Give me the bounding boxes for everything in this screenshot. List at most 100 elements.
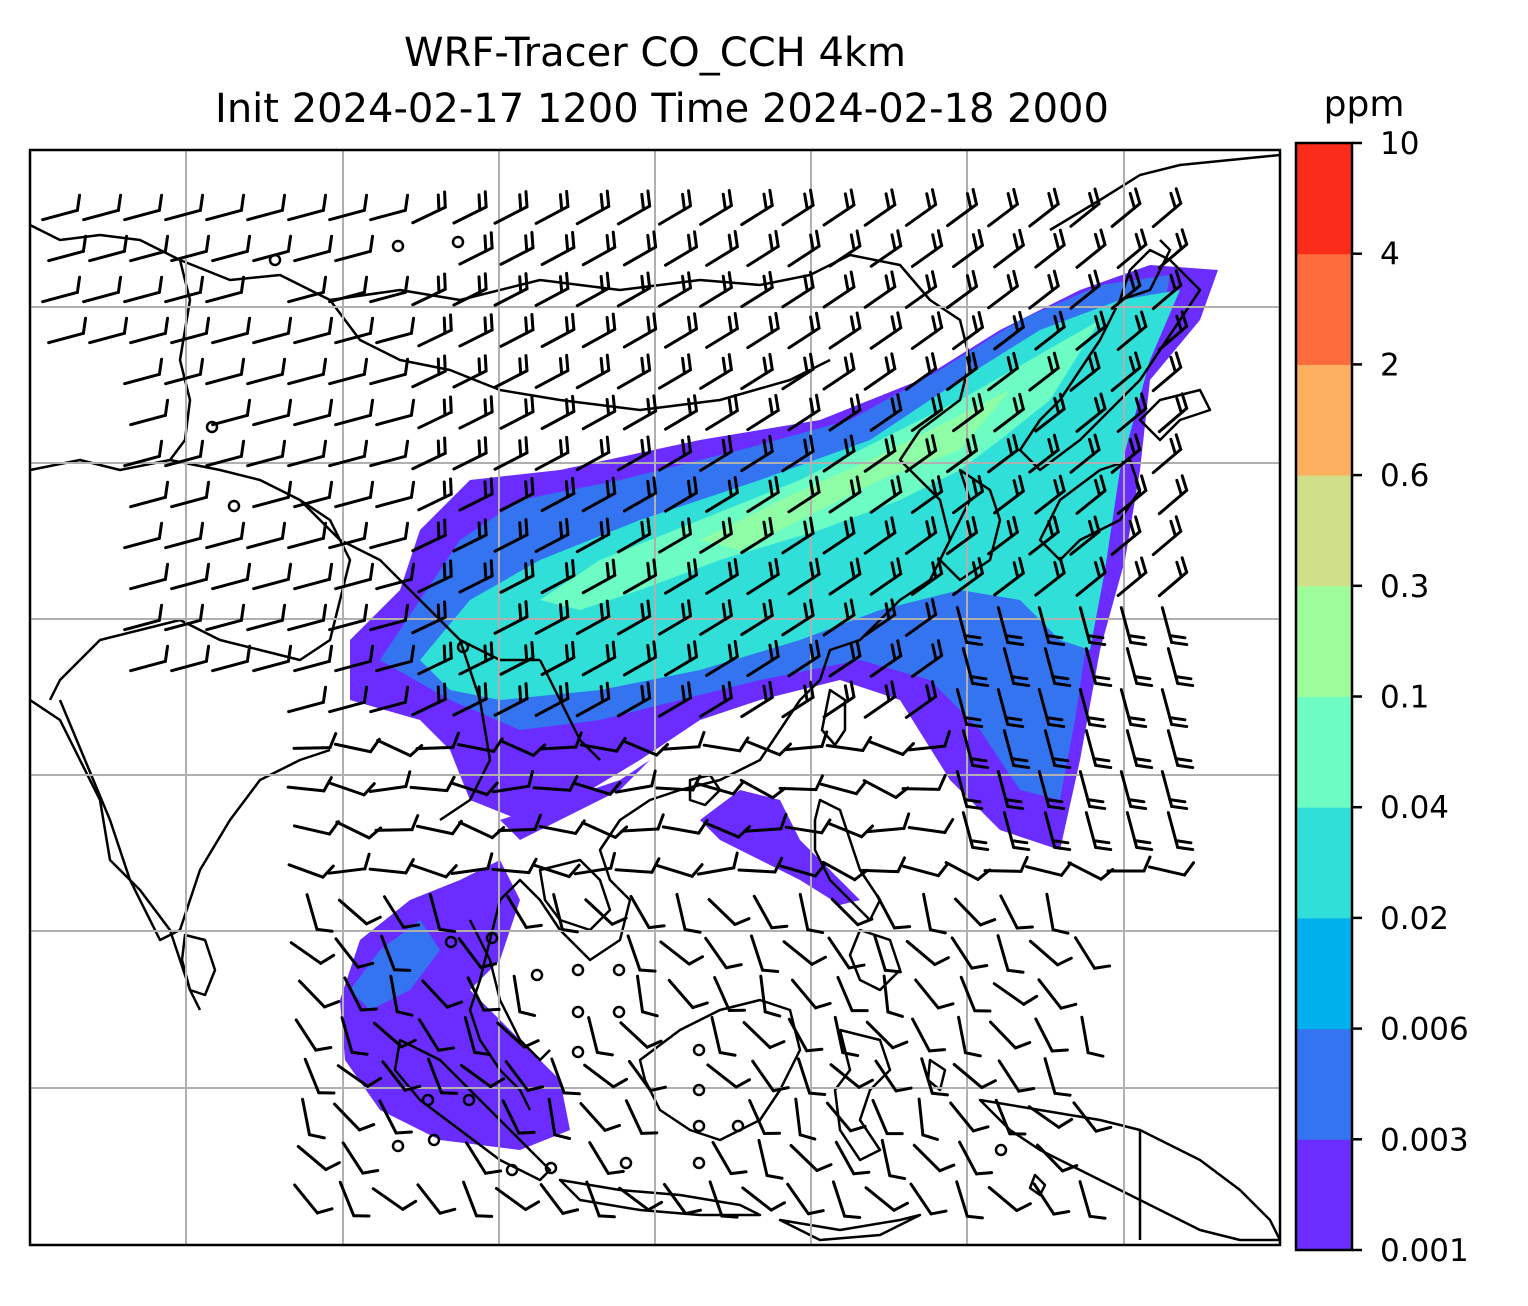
wind-barb-icon: [170, 644, 211, 673]
wind-barb-icon: [411, 682, 447, 717]
wind-barb-icon: [1034, 228, 1066, 269]
wind-barb-icon: [1080, 1015, 1105, 1058]
wind-barb-icon: [164, 603, 205, 632]
wind-barb-icon: [499, 395, 535, 430]
wind-barb-icon: [987, 1185, 1032, 1213]
colorbar-band: [1296, 253, 1352, 365]
colorbar-tick-label: 0.006: [1380, 1012, 1469, 1048]
wind-barb-icon: [293, 644, 334, 673]
wind-barb-icon: [1002, 811, 1031, 852]
wind-barb-icon: [1157, 228, 1189, 270]
calm-circle-icon: [571, 1045, 585, 1059]
wind-barb-icon: [996, 934, 1025, 974]
wind-barb-icon: [297, 979, 341, 1009]
wind-barb-icon: [452, 682, 488, 717]
wind-barb-icon: [622, 230, 658, 267]
wind-barb-icon: [375, 316, 416, 345]
wind-barb-icon: [287, 357, 328, 386]
wind-barb-icon: [697, 780, 745, 796]
wind-barb-icon: [289, 941, 336, 965]
wind-barb-icon: [374, 814, 420, 832]
wind-barb-icon: [787, 557, 821, 596]
wind-barb-icon: [287, 603, 328, 632]
wind-barb-icon: [904, 516, 938, 555]
wind-barb-icon: [1078, 1180, 1107, 1220]
wind-barb-icon: [1119, 606, 1148, 647]
wind-barb-icon: [959, 975, 992, 1013]
wind-barb-icon: [305, 893, 334, 933]
wind-barb-icon: [828, 229, 862, 268]
wind-barb-icon: [869, 475, 903, 514]
wind-barb-icon: [428, 893, 457, 934]
wind-barb-icon: [869, 311, 903, 350]
wind-barb-icon: [499, 739, 547, 757]
wind-barb-icon: [866, 812, 911, 834]
wind-barb-icon: [863, 188, 897, 227]
wind-barb-icon: [338, 1180, 371, 1218]
wind-barb-icon: [463, 1016, 492, 1057]
wind-barb-icon: [452, 436, 488, 471]
wind-barb-icon: [1119, 770, 1148, 811]
wind-barb-icon: [740, 516, 774, 555]
wind-barb-icon: [575, 271, 611, 308]
wind-barb-icon: [1072, 1101, 1113, 1133]
wind-barb-icon: [458, 559, 494, 594]
wind-barb-icon: [369, 439, 410, 468]
wind-barb-icon: [860, 856, 906, 874]
wind-barb-icon: [1032, 1182, 1071, 1216]
wind-barb-icon: [303, 1057, 336, 1095]
wind-barb-icon: [1166, 729, 1195, 770]
wind-barb-icon: [293, 1183, 334, 1215]
wind-barb-icon: [629, 894, 666, 930]
wind-barb-icon: [742, 1020, 786, 1050]
wind-barb-icon: [164, 439, 205, 468]
wind-barb-icon: [699, 599, 733, 636]
wind-barb-icon: [828, 557, 862, 596]
wind-barb-icon: [287, 439, 328, 468]
colorbar-band: [1296, 364, 1352, 476]
wind-barb-icon: [1043, 647, 1072, 688]
colorbar-tick-label: 0.3: [1380, 569, 1429, 605]
wind-barb-icon: [1084, 811, 1113, 852]
calm-circle-icon: [692, 1156, 706, 1170]
wind-barb-icon: [1034, 474, 1066, 515]
wind-barb-icon: [757, 1138, 784, 1180]
wind-barb-icon: [493, 354, 529, 389]
wind-barb-icon: [664, 476, 698, 513]
wind-barb-icon: [417, 559, 453, 594]
colorbar-band: [1296, 143, 1352, 255]
wind-barb-icon: [41, 193, 82, 222]
wind-barb-icon: [451, 781, 499, 797]
wind-barb-icon: [292, 732, 338, 750]
wind-barb-icon: [1160, 770, 1189, 811]
calm-circle-icon: [205, 420, 219, 434]
wind-barb-icon: [787, 229, 821, 268]
wind-barb-icon: [655, 774, 702, 792]
wind-barb-icon: [1084, 729, 1113, 770]
wind-barb-icon: [211, 644, 252, 673]
calm-circle-icon: [571, 1005, 585, 1019]
wind-barb-icon: [375, 480, 416, 509]
wind-barb-icon: [705, 394, 739, 431]
wind-barb-icon: [827, 936, 866, 970]
wind-barb-icon: [532, 775, 579, 792]
wind-barb-icon: [904, 188, 938, 227]
wind-barb-icon: [1110, 515, 1142, 556]
wind-barb-icon: [746, 393, 780, 432]
wind-barb-icon: [164, 275, 205, 304]
wind-barb-icon: [993, 310, 1025, 351]
wind-barb-icon: [499, 313, 535, 348]
wind-barb-icon: [945, 188, 979, 228]
wind-barb-icon: [328, 275, 369, 304]
wind-barb-icon: [1151, 351, 1183, 393]
wind-barb-icon: [328, 603, 369, 632]
wind-barb-icon: [494, 1186, 541, 1212]
wind-barb-icon: [616, 271, 652, 308]
calm-circle-icon: [692, 1119, 706, 1133]
wind-barb-icon: [575, 353, 611, 390]
wind-barb-icon: [552, 893, 579, 934]
wind-barb-icon: [1157, 474, 1189, 516]
wind-barb-icon: [622, 312, 658, 349]
wind-barb-icon: [452, 272, 488, 307]
